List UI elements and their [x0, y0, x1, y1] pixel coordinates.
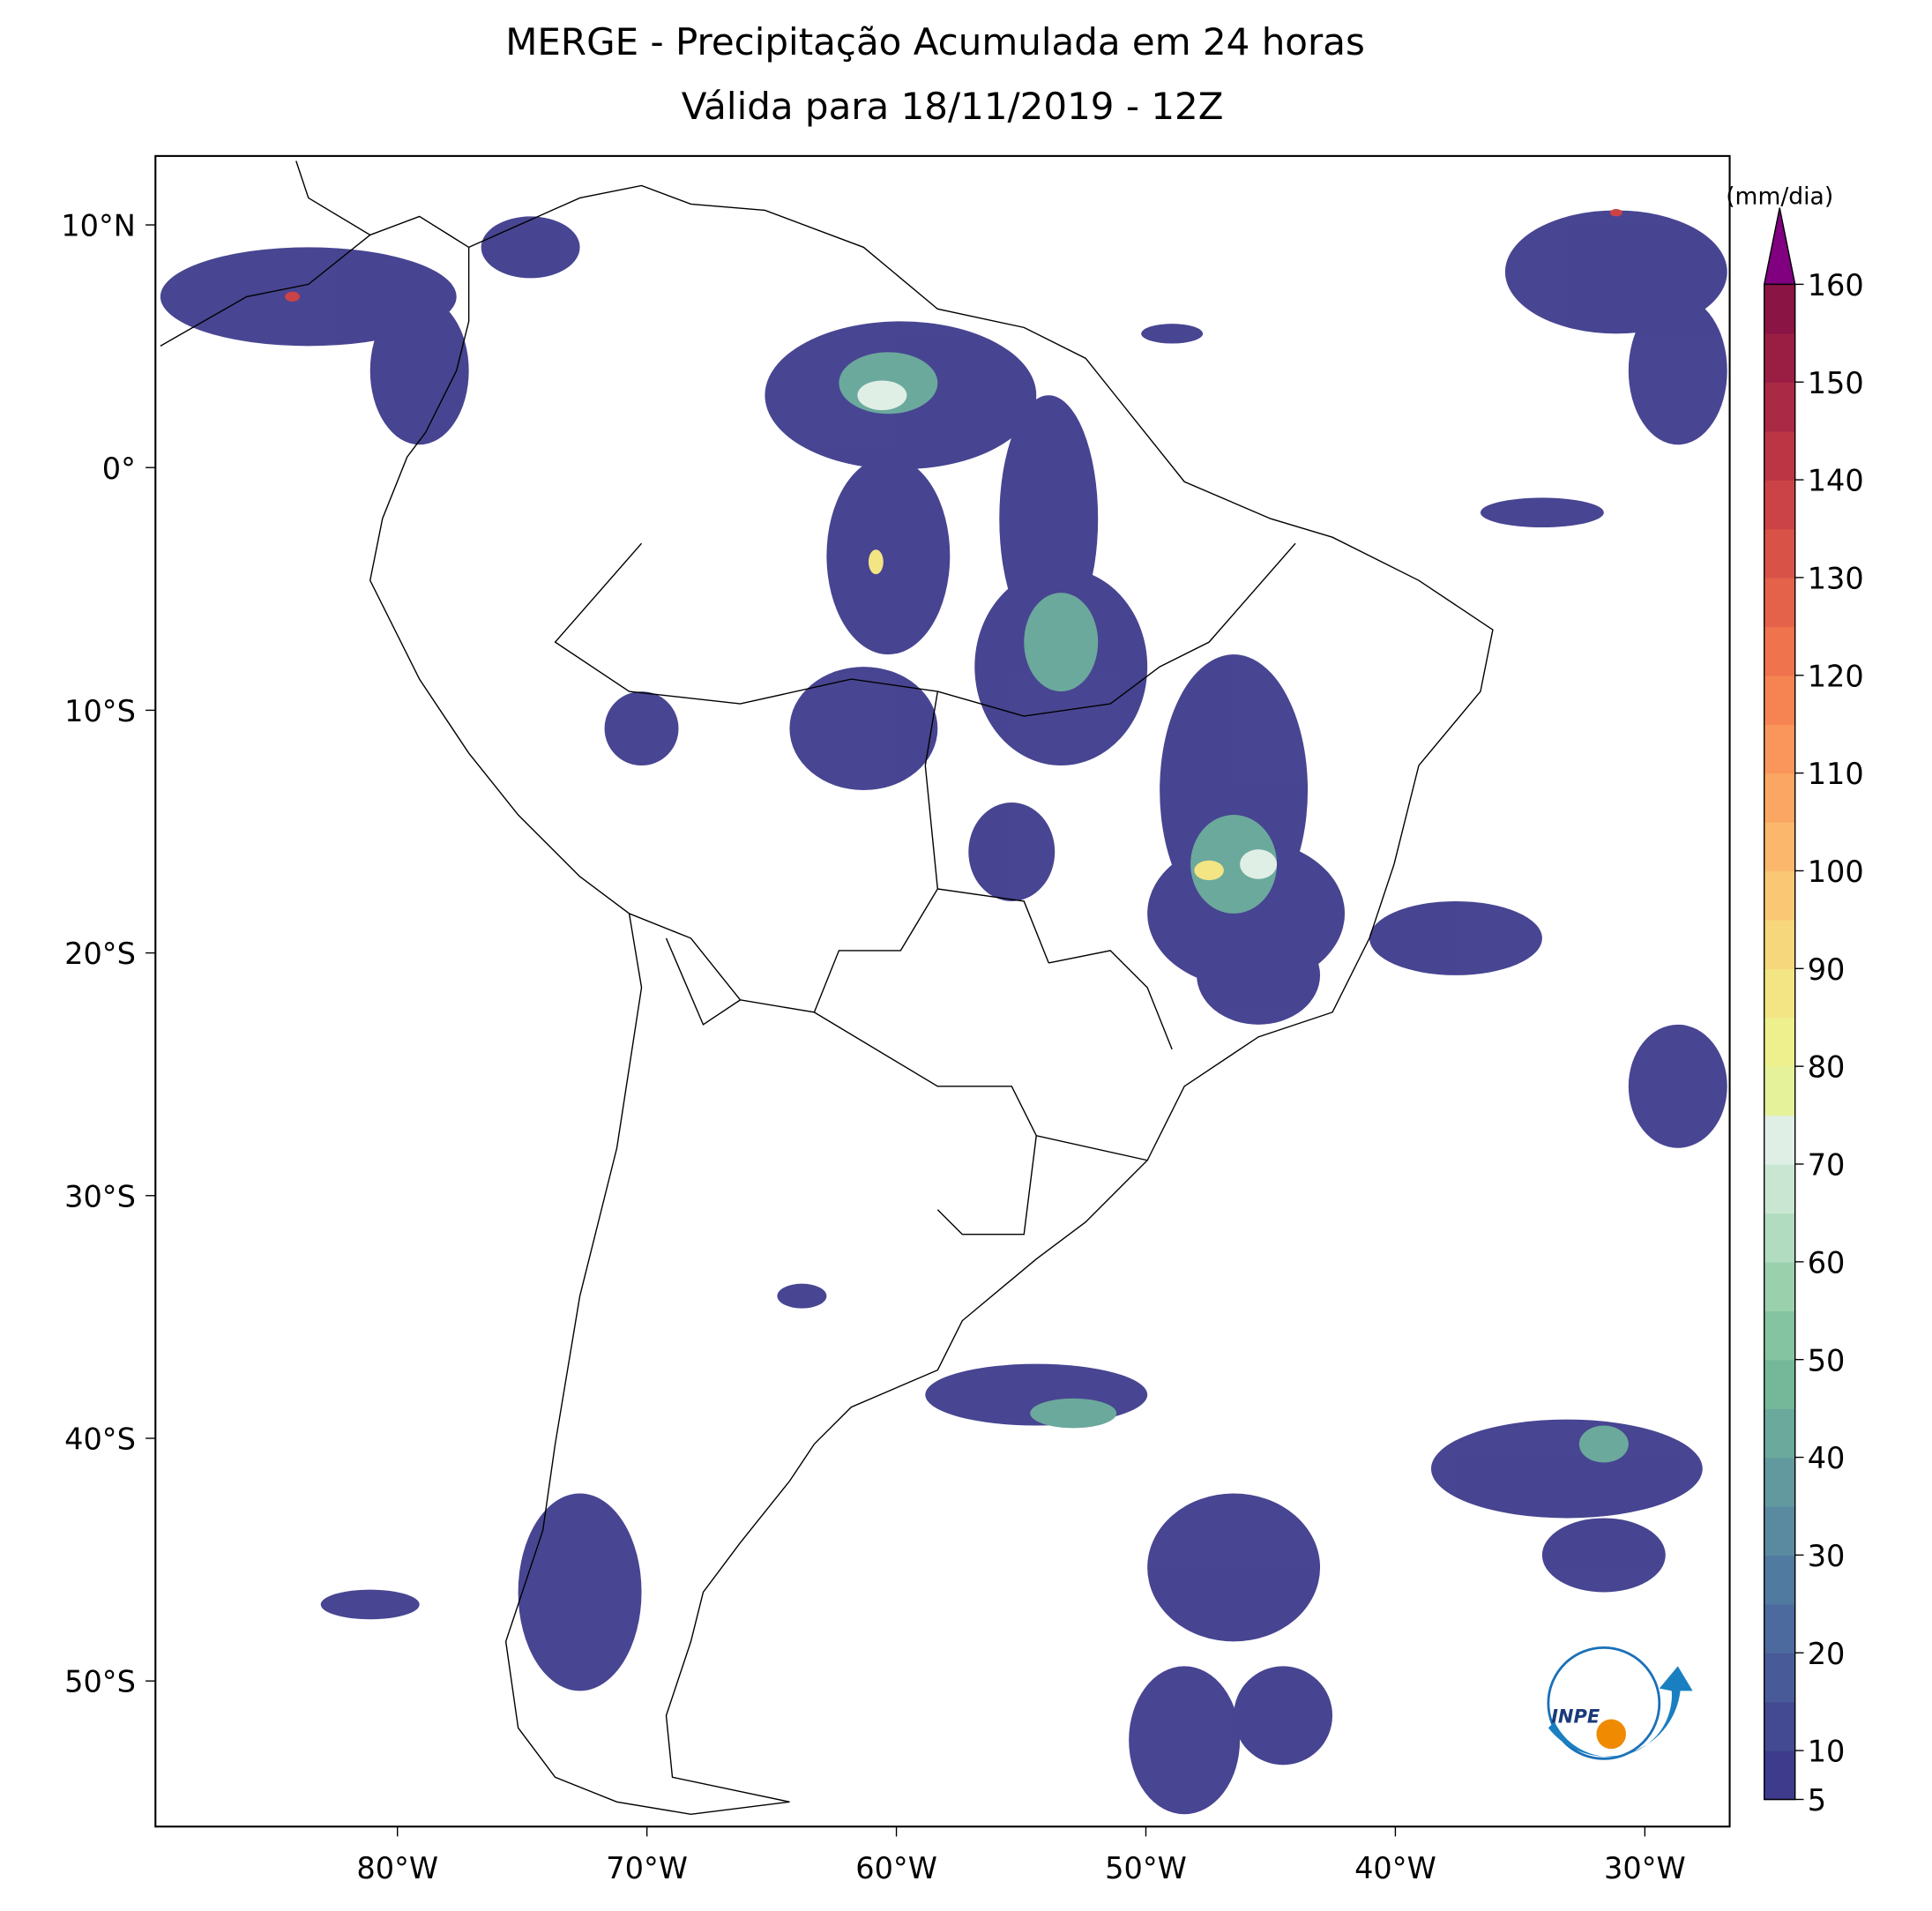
colorbar-tick-label: 100 — [1808, 855, 1864, 889]
x-tick-label: 70°W — [606, 1851, 688, 1885]
colorbar-segment — [1764, 626, 1795, 676]
map-frame — [154, 154, 1731, 1828]
colorbar-segment — [1764, 480, 1795, 530]
y-tick-label: 50°S — [64, 1665, 136, 1699]
colorbar-segment — [1764, 1555, 1795, 1605]
title-line: Válida para 18/11/2019 - 12Z — [682, 85, 1224, 128]
colorbar-segment — [1764, 1163, 1795, 1214]
title-line: MERGE - Precipitação Acumulada em 24 hor… — [505, 20, 1365, 63]
colorbar-segment — [1764, 675, 1795, 725]
x-tick-label: 80°W — [356, 1851, 438, 1885]
y-tick-label: 20°S — [64, 937, 136, 971]
colorbar-segment — [1764, 1457, 1795, 1507]
x-tick-label: 40°W — [1354, 1851, 1436, 1885]
y-tick-label: 30°S — [64, 1179, 136, 1213]
y-tick-label: 0° — [102, 452, 136, 486]
colorbar-segment — [1764, 1017, 1795, 1067]
colorbar-segment — [1764, 528, 1795, 579]
colorbar-tick-label: 150 — [1808, 366, 1864, 400]
colorbar-tick-label: 160 — [1808, 268, 1864, 302]
colorbar-segment — [1764, 919, 1795, 970]
colorbar-segment — [1764, 577, 1795, 628]
y-tick-label: 10°S — [64, 694, 136, 728]
map: 80°W 70°W 60°W 50°W 40°W 30°W 10°N 0° 10°S 20°S 30… — [61, 154, 1731, 1885]
colorbar-segment — [1764, 332, 1795, 383]
colorbar-frame — [1764, 284, 1796, 1801]
logo-text: INPE — [1551, 1706, 1600, 1728]
colorbar-segment — [1764, 1066, 1795, 1116]
colorbar-segment — [1764, 1408, 1795, 1459]
colorbar-unit: (mm/dia) — [1726, 183, 1833, 210]
colorbar-segment — [1764, 1359, 1795, 1409]
colorbar-segment — [1764, 968, 1795, 1019]
colorbar-tick-label: 140 — [1808, 464, 1864, 498]
colorbar-segment — [1764, 382, 1795, 432]
colorbar-segment — [1764, 1261, 1795, 1311]
colorbar-segment — [1764, 1653, 1795, 1703]
colorbar-tick-label: 10 — [1808, 1735, 1846, 1769]
coastline — [160, 160, 1494, 1815]
x-tick-label: 50°W — [1105, 1851, 1187, 1885]
colorbar-segment — [1764, 1310, 1795, 1361]
colorbar-segment — [1764, 1213, 1795, 1263]
colorbar-tick-label: 60 — [1808, 1245, 1846, 1280]
colorbar-segment — [1764, 1603, 1795, 1653]
colorbar-segment — [1764, 430, 1795, 481]
x-tick-label: 30°W — [1604, 1851, 1686, 1885]
colorbar-tick-label: 5 — [1808, 1783, 1826, 1818]
colorbar-segment — [1764, 284, 1795, 334]
x-tick-label: 60°W — [855, 1851, 937, 1885]
colorbar-segment — [1764, 773, 1795, 823]
colorbar-extend — [1763, 207, 1796, 286]
colorbar-tick-label: 40 — [1808, 1441, 1846, 1475]
colorbar-segment — [1764, 870, 1795, 921]
precipitation — [160, 209, 1727, 1815]
colorbar-segment — [1764, 822, 1795, 872]
colorbar-tick-label: 70 — [1808, 1148, 1846, 1183]
colorbar-segment — [1764, 1115, 1795, 1165]
colorbar-tick-label: 50 — [1808, 1343, 1846, 1377]
colorbar: 5 10 20 30 40 50 60 70 80 90 100 110 120 130 140 150 160… — [1726, 183, 1864, 1818]
colorbar-tick-label: 80 — [1808, 1050, 1846, 1085]
y-tick-label: 40°S — [64, 1422, 136, 1457]
colorbar-segment — [1764, 724, 1795, 774]
colorbar-tick-label: 90 — [1808, 952, 1846, 987]
colorbar-segment — [1764, 1751, 1795, 1801]
colorbar-tick-label: 130 — [1808, 562, 1864, 596]
colorbar-segment — [1764, 1505, 1795, 1556]
y-tick-label: 10°N — [61, 209, 136, 243]
colorbar-tick-label: 30 — [1808, 1539, 1846, 1573]
colorbar-tick-label: 20 — [1808, 1637, 1846, 1671]
colorbar-segment — [1764, 1701, 1795, 1751]
colorbar-tick-label: 120 — [1808, 659, 1864, 693]
logo: INPE — [1547, 1646, 1693, 1760]
colorbar-tick-label: 110 — [1808, 757, 1864, 791]
